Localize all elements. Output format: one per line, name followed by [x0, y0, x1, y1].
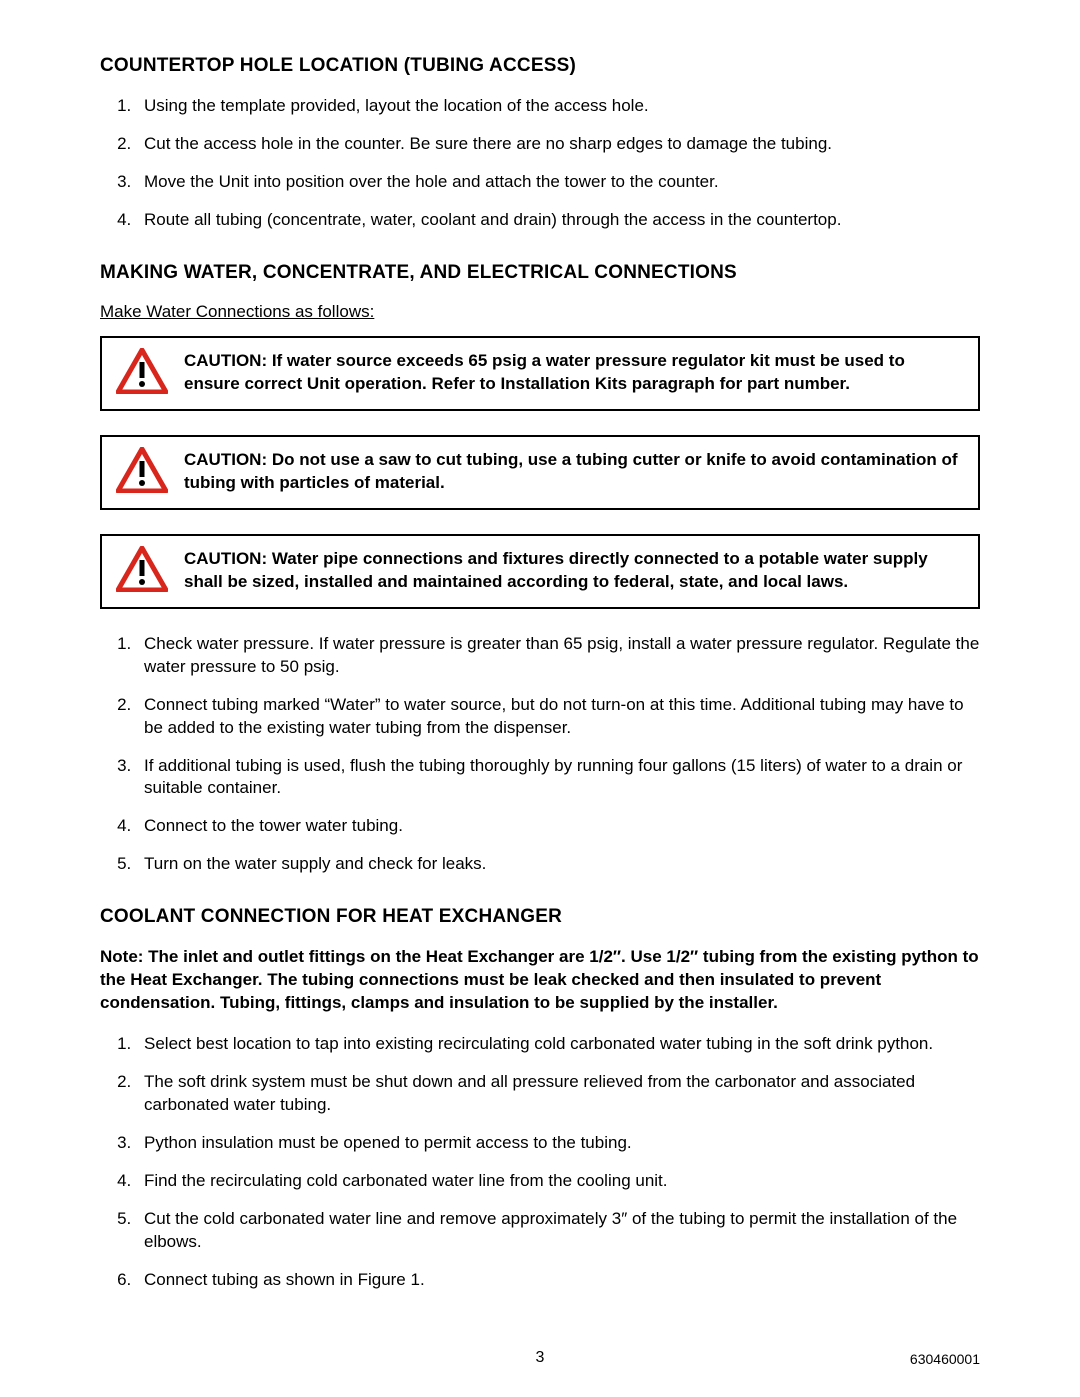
list-item: Route all tubing (concentrate, water, co…	[136, 209, 980, 232]
caution-box: CAUTION: If water source exceeds 65 psig…	[100, 336, 980, 411]
list-item: Connect tubing marked “Water” to water s…	[136, 694, 980, 740]
document-page: COUNTERTOP HOLE LOCATION (TUBING ACCESS)…	[0, 0, 1080, 1397]
caution-text: CAUTION: Do not use a saw to cut tubing,…	[184, 449, 964, 495]
list-item: Connect to the tower water tubing.	[136, 815, 980, 838]
list-item: Python insulation must be opened to perm…	[136, 1132, 980, 1155]
list-item: Cut the access hole in the counter. Be s…	[136, 133, 980, 156]
caution-triangle-icon	[116, 447, 168, 498]
section2-intro: Make Water Connections as follows:	[100, 302, 980, 322]
list-item: Check water pressure. If water pressure …	[136, 633, 980, 679]
section1-list: Using the template provided, layout the …	[100, 95, 980, 232]
list-item: If additional tubing is used, flush the …	[136, 755, 980, 801]
section2-list: Check water pressure. If water pressure …	[100, 633, 980, 877]
caution-text: CAUTION: Water pipe connections and fixt…	[184, 548, 964, 594]
page-number: 3	[100, 1349, 980, 1367]
list-item: Connect tubing as shown in Figure 1.	[136, 1269, 980, 1292]
caution-text: CAUTION: If water source exceeds 65 psig…	[184, 350, 964, 396]
caution-box: CAUTION: Water pipe connections and fixt…	[100, 534, 980, 609]
section3-heading: COOLANT CONNECTION FOR HEAT EXCHANGER	[100, 906, 980, 928]
list-item: Select best location to tap into existin…	[136, 1033, 980, 1056]
page-footer: 3 630460001	[0, 1349, 1080, 1367]
caution-box: CAUTION: Do not use a saw to cut tubing,…	[100, 435, 980, 510]
caution-triangle-icon	[116, 348, 168, 399]
caution-triangle-icon	[116, 546, 168, 597]
list-item: Cut the cold carbonated water line and r…	[136, 1208, 980, 1254]
list-item: Turn on the water supply and check for l…	[136, 853, 980, 876]
document-number: 630460001	[910, 1351, 980, 1367]
section3-note: Note: The inlet and outlet fittings on t…	[100, 946, 980, 1015]
list-item: Move the Unit into position over the hol…	[136, 171, 980, 194]
section3-list: Select best location to tap into existin…	[100, 1033, 980, 1292]
section1-heading: COUNTERTOP HOLE LOCATION (TUBING ACCESS)	[100, 55, 980, 77]
list-item: Using the template provided, layout the …	[136, 95, 980, 118]
list-item: Find the recirculating cold carbonated w…	[136, 1170, 980, 1193]
section2-heading: MAKING WATER, CONCENTRATE, AND ELECTRICA…	[100, 262, 980, 284]
list-item: The soft drink system must be shut down …	[136, 1071, 980, 1117]
